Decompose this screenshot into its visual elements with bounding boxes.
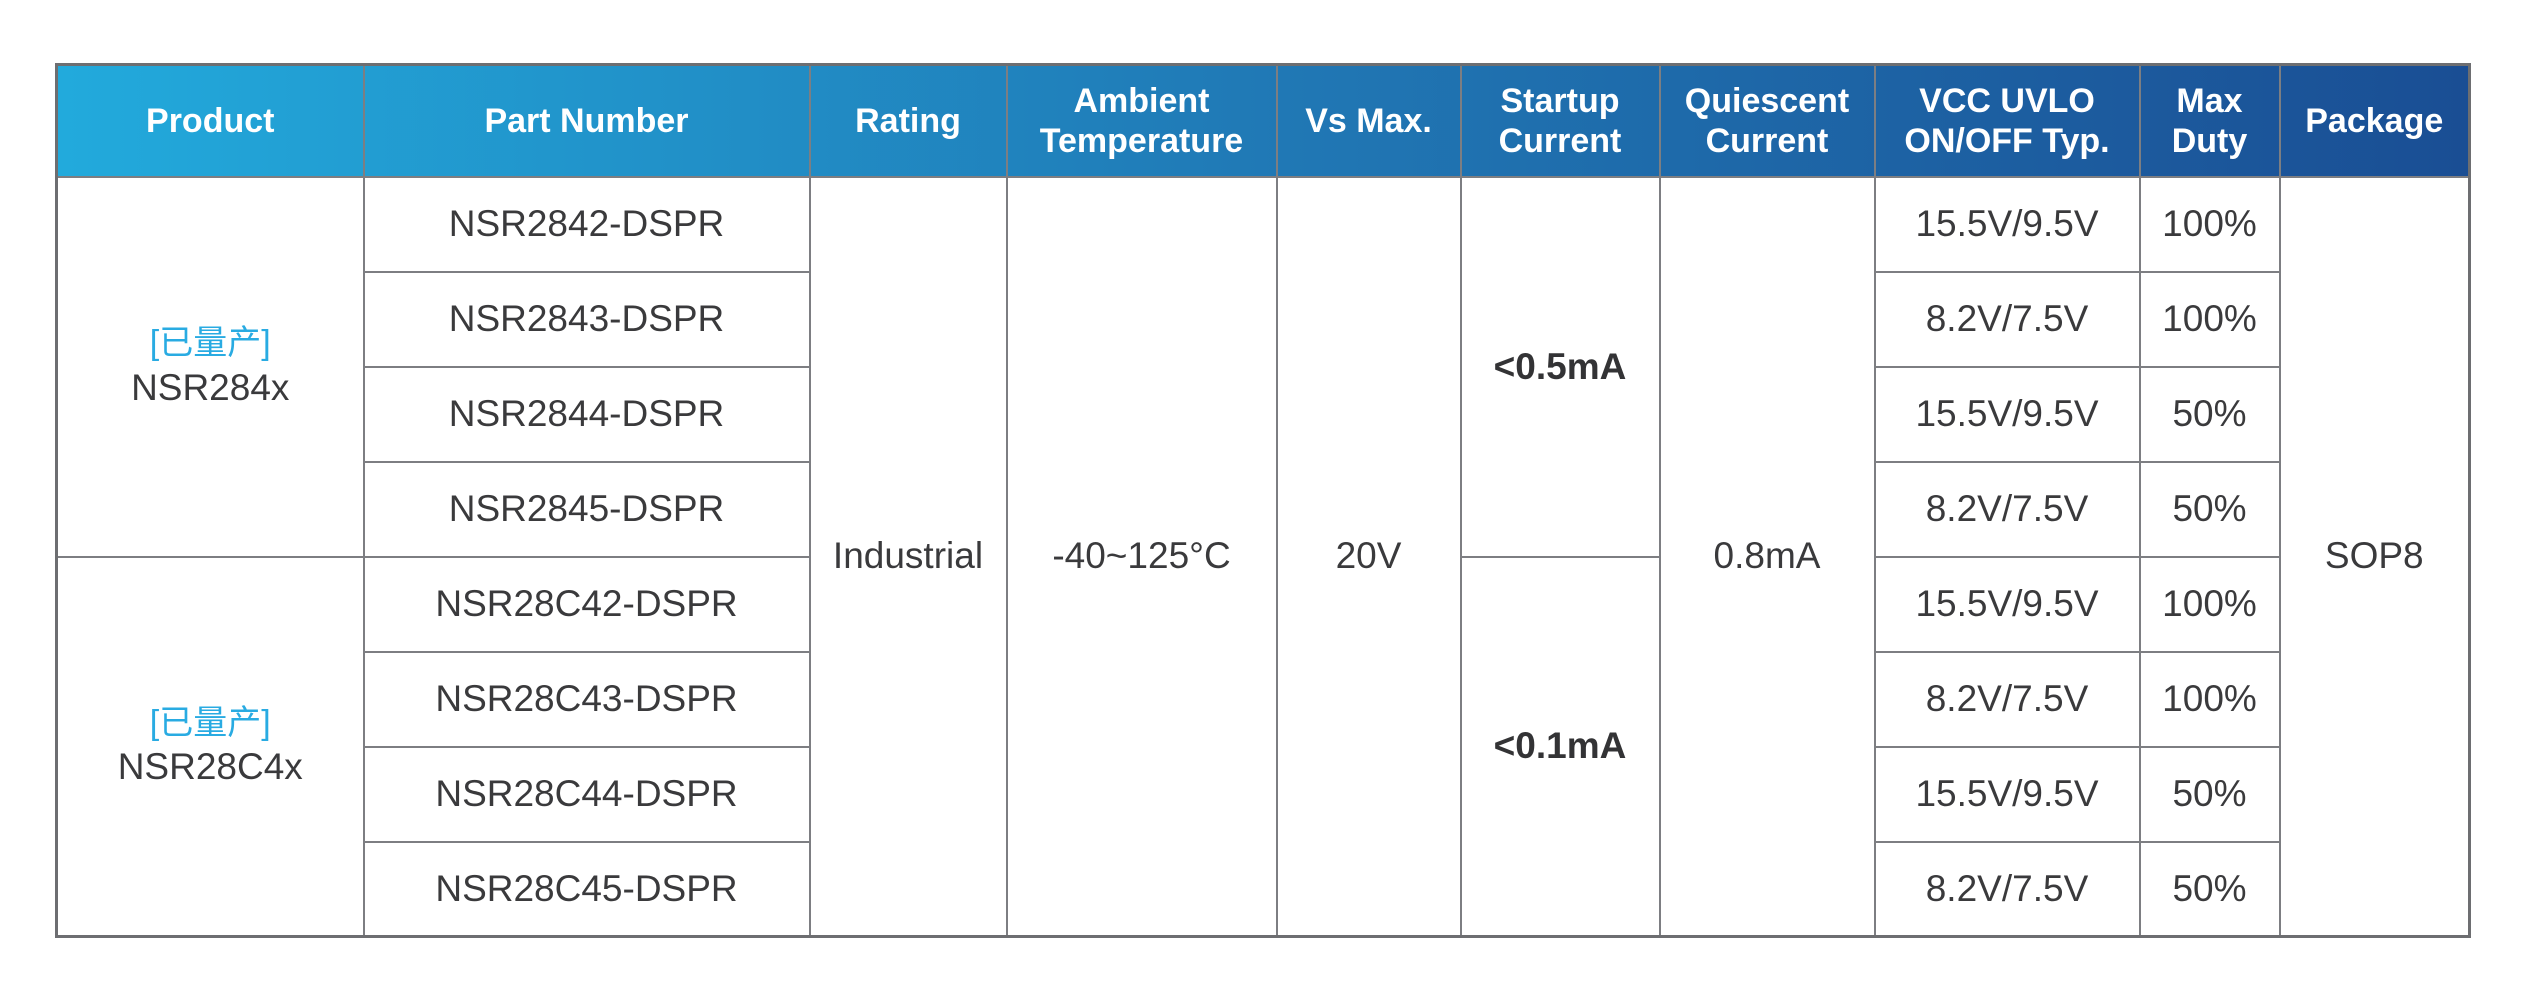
status-badge: [已量产]	[149, 703, 271, 742]
part-number-cell: NSR28C42-DSPR	[362, 555, 811, 653]
col-header-product: Product	[55, 63, 365, 178]
vcc-uvlo-cell: 15.5V/9.5V	[1873, 745, 2141, 843]
product-spec-table: Product Part Number Rating Ambient Tempe…	[55, 63, 2471, 938]
status-badge: [已量产]	[149, 324, 271, 363]
table-row: [已量产] NSR284x NSR2842-DSPR Industrial -4…	[55, 175, 2471, 938]
vcc-uvlo-cell: 15.5V/9.5V	[1873, 365, 2141, 463]
part-number-cell: NSR2844-DSPR	[362, 365, 811, 463]
col-header-package: Package	[2278, 63, 2471, 178]
vcc-uvlo-cell: 15.5V/9.5V	[1873, 555, 2141, 653]
col-header-vs-max: Vs Max.	[1275, 63, 1462, 178]
max-duty-cell: 50%	[2138, 745, 2281, 843]
product-name: NSR284x	[131, 366, 290, 408]
quiescent-current-cell: 0.8mA	[1658, 175, 1876, 938]
ambient-temperature-cell: -40~125°C	[1005, 175, 1278, 938]
vcc-uvlo-cell: 8.2V/7.5V	[1873, 270, 2141, 368]
part-number-cell: NSR2845-DSPR	[362, 460, 811, 558]
max-duty-cell: 50%	[2138, 460, 2281, 558]
col-header-quiescent-current: Quiescent Current	[1658, 63, 1876, 178]
startup-current-cell-group2: <0.1mA	[1459, 555, 1661, 938]
part-number-cell: NSR28C45-DSPR	[362, 840, 811, 938]
col-header-rating: Rating	[808, 63, 1008, 178]
package-cell: SOP8	[2278, 175, 2471, 938]
part-number-cell: NSR28C43-DSPR	[362, 650, 811, 748]
part-number-cell: NSR28C44-DSPR	[362, 745, 811, 843]
vcc-uvlo-cell: 15.5V/9.5V	[1873, 175, 2141, 273]
vs-max-cell: 20V	[1275, 175, 1462, 938]
vcc-uvlo-cell: 8.2V/7.5V	[1873, 840, 2141, 938]
part-number-cell: NSR2842-DSPR	[362, 175, 811, 273]
product-cell-nsr284x: [已量产] NSR284x	[55, 175, 365, 558]
col-header-vcc-uvlo: VCC UVLO ON/OFF Typ.	[1873, 63, 2141, 178]
rating-cell: Industrial	[808, 175, 1008, 938]
col-header-part-number: Part Number	[362, 63, 811, 178]
product-name: NSR28C4x	[117, 746, 303, 788]
part-number-cell: NSR2843-DSPR	[362, 270, 811, 368]
max-duty-cell: 100%	[2138, 555, 2281, 653]
header-row: Product Part Number Rating Ambient Tempe…	[55, 63, 2471, 178]
table-row: NSR28C45-DSPR 8.2V/7.5V 50%	[56, 840, 2470, 938]
product-cell-nsr28c4x: [已量产] NSR28C4x	[55, 555, 365, 938]
startup-current-cell-group1: <0.5mA	[1459, 175, 1661, 558]
col-header-max-duty: Max Duty	[2138, 63, 2281, 178]
vcc-uvlo-cell: 8.2V/7.5V	[1873, 460, 2141, 558]
max-duty-cell: 50%	[2138, 840, 2281, 938]
max-duty-cell: 100%	[2138, 175, 2281, 273]
max-duty-cell: 50%	[2138, 365, 2281, 463]
table-row: NSR2844-DSPR 15.5V/9.5V 50%	[56, 365, 2470, 463]
max-duty-cell: 100%	[2138, 650, 2281, 748]
col-header-startup-current: Startup Current	[1459, 63, 1661, 178]
col-header-ambient-temperature: Ambient Temperature	[1005, 63, 1278, 178]
vcc-uvlo-cell: 8.2V/7.5V	[1873, 650, 2141, 748]
max-duty-cell: 100%	[2138, 270, 2281, 368]
